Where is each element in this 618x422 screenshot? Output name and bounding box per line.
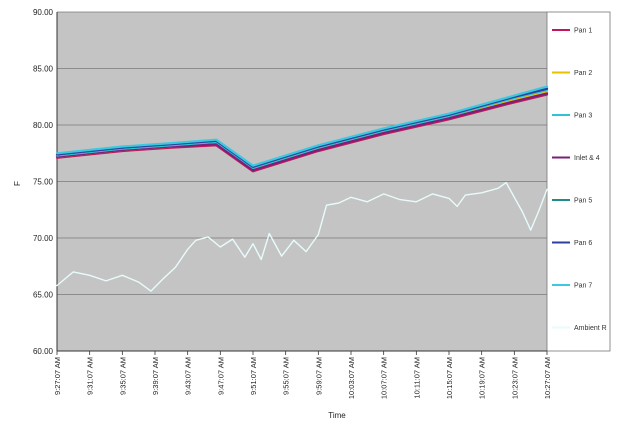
x-tick-label: 10:19:07 AM: [478, 357, 487, 399]
y-tick-label: 70.00: [33, 234, 54, 243]
x-tick-label: 10:11:07 AM: [412, 357, 421, 399]
legend-box: [546, 11, 611, 352]
x-tick-label: 10:07:07 AM: [380, 357, 389, 399]
legend-label: Pan 7: [574, 283, 592, 290]
legend-label: Pan 6: [574, 240, 592, 247]
legend-label: Inlet & 4: [574, 155, 600, 162]
legend-label: Pan 3: [574, 113, 592, 120]
x-tick-label: 9:27:07 AM: [53, 357, 62, 395]
series-line-ambient-r: [56, 181, 548, 292]
y-tick-label: 80.00: [33, 121, 54, 130]
x-tick-label: 10:23:07 AM: [510, 357, 519, 399]
y-tick-label: 85.00: [33, 65, 54, 74]
y-tick-label: 75.00: [33, 178, 54, 187]
y-axis-title: F: [13, 181, 22, 186]
x-tick-label: 9:43:07 AM: [184, 357, 193, 395]
x-tick-label: 9:39:07 AM: [151, 357, 160, 395]
x-tick-label: 10:27:07 AM: [543, 357, 552, 399]
x-tick-label: 9:31:07 AM: [86, 357, 95, 395]
x-tick-label: 9:51:07 AM: [249, 357, 258, 395]
y-tick-label: 90.00: [33, 8, 54, 17]
x-tick-label: 10:15:07 AM: [445, 357, 454, 399]
x-axis-title: Time: [328, 411, 346, 420]
legend-label: Pan 5: [574, 198, 592, 205]
y-tick-label: 65.00: [33, 291, 54, 300]
series-line-pan-7: [55, 85, 549, 167]
y-tick-label: 60.00: [33, 347, 54, 356]
series-line-inlet-4: [55, 92, 549, 172]
x-tick-label: 9:55:07 AM: [282, 357, 291, 395]
legend-label: Ambient R: [574, 325, 607, 332]
x-tick-label: 9:59:07 AM: [314, 357, 323, 395]
x-tick-label: 9:35:07 AM: [118, 357, 127, 395]
legend-label: Pan 1: [574, 28, 592, 35]
x-tick-label: 10:03:07 AM: [347, 357, 356, 399]
legend-label: Pan 2: [574, 70, 592, 77]
x-tick-label: 9:47:07 AM: [216, 357, 225, 395]
